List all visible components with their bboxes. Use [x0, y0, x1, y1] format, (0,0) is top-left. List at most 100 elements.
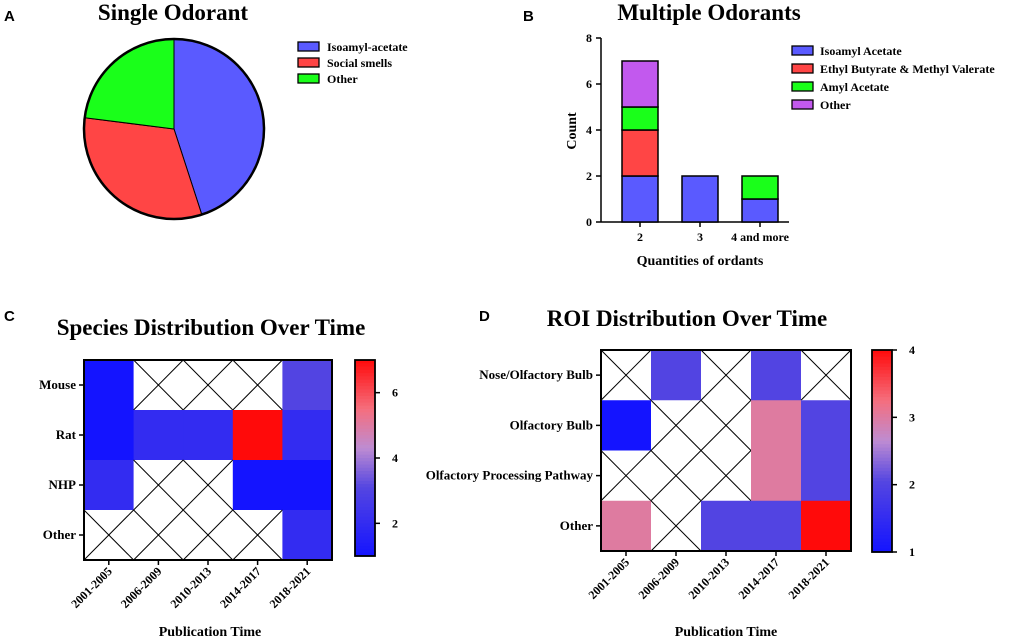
colorbar-segment	[355, 438, 375, 443]
colorbar-segment	[355, 516, 375, 521]
heatmap-cell	[133, 410, 184, 461]
colorbar-frame	[871, 349, 893, 553]
colorbar-segment	[355, 510, 375, 515]
cross-line	[182, 459, 234, 511]
colorbar-segment	[872, 535, 892, 540]
legend-swatch	[791, 45, 814, 56]
colorbar-segment	[872, 504, 892, 509]
legend-label: Other	[820, 98, 851, 112]
colorbar-segment	[872, 376, 892, 381]
colorbar-segment	[355, 507, 375, 511]
colorbar-segment	[355, 395, 375, 400]
heatmap-cell	[282, 510, 333, 561]
colorbar-segment	[355, 435, 375, 439]
colorbar-segment	[872, 488, 892, 492]
col-label: 2006-2009	[635, 555, 682, 602]
colorbar-segment	[872, 373, 892, 378]
colorbar-segment	[355, 536, 375, 541]
colorbar-tick-label: 3	[909, 410, 915, 424]
colorbar-segment	[355, 389, 375, 394]
heatmap-cell	[183, 410, 234, 461]
colorbar-segment	[872, 387, 892, 391]
colorbar-segment	[872, 498, 892, 503]
colorbar-segment	[872, 403, 892, 408]
cross-line	[650, 399, 702, 451]
colorbar-segment	[872, 440, 892, 445]
cross-line	[700, 450, 752, 502]
col-label: 2010-2013	[167, 564, 214, 611]
colorbar-segment	[872, 514, 892, 519]
cross-line	[700, 399, 752, 451]
heatmap-cell	[232, 460, 283, 511]
colorbar-segment	[355, 412, 375, 417]
legend-swatch	[791, 99, 814, 110]
heatmap-cell	[701, 500, 752, 552]
colorbar-segment	[355, 379, 375, 384]
pie-title: Single Odorant	[98, 0, 249, 25]
colorbar-segment	[872, 407, 892, 412]
cross-line	[600, 450, 652, 502]
colorbar-segment	[872, 501, 892, 506]
panel-letter-b: B	[523, 8, 534, 25]
colorbar-segment	[872, 491, 892, 496]
colorbar-tick-label: 2	[909, 478, 915, 492]
colorbar-segment	[872, 363, 892, 368]
heatmap-cell	[751, 500, 802, 552]
legend-label: Other	[327, 72, 358, 86]
colorbar-segment	[872, 397, 892, 402]
y-tick-label: 8	[586, 31, 592, 45]
heatmap-title: Species Distribution Over Time	[57, 315, 366, 340]
colorbar-segment	[355, 376, 375, 381]
col-label: 2018-2021	[267, 564, 314, 611]
cross-line	[133, 509, 184, 561]
bar-segment	[621, 175, 659, 223]
colorbar-segment	[355, 428, 375, 433]
heatmap-cell	[601, 400, 652, 451]
colorbar-segment	[872, 525, 892, 530]
colorbar-segment	[872, 457, 892, 462]
colorbar-segment	[872, 464, 892, 469]
cross-line	[83, 509, 134, 561]
heatmap-cell	[751, 450, 802, 502]
colorbar-segment	[355, 448, 375, 453]
heatmap-cell	[651, 350, 702, 401]
colorbar-segment	[872, 467, 892, 472]
colorbar-segment	[355, 490, 375, 495]
x-axis-title: Publication Time	[159, 625, 262, 640]
colorbar-segment	[355, 458, 375, 462]
colorbar-segment	[355, 474, 375, 479]
panel-letter-a: A	[4, 8, 15, 25]
colorbar-segment	[872, 548, 892, 553]
colorbar-segment	[355, 402, 375, 407]
colorbar-segment	[872, 360, 892, 365]
colorbar-segment	[872, 400, 892, 405]
colorbar-segment	[355, 487, 375, 492]
colorbar-segment	[872, 413, 892, 418]
heatmap-cell	[801, 500, 852, 552]
colorbar-segment	[355, 441, 375, 446]
row-label: Rat	[56, 427, 77, 442]
row-label: Olfactory Processing Pathway	[426, 468, 594, 483]
legend-swatch	[297, 73, 320, 84]
colorbar-segment	[872, 427, 892, 432]
colorbar-segment	[872, 471, 892, 476]
colorbar-segment	[872, 531, 892, 536]
colorbar-segment	[355, 422, 375, 426]
y-axis-title: Count	[565, 112, 580, 150]
colorbar-segment	[355, 369, 375, 374]
x-axis-title: Publication Time	[675, 625, 778, 640]
cross-line	[800, 349, 852, 401]
colorbar-segment	[355, 444, 375, 449]
col-label: 2014-2017	[217, 564, 264, 611]
heatmap-cell	[751, 400, 802, 451]
colorbar-segment	[355, 461, 375, 466]
colorbar-segment	[355, 399, 375, 404]
row-label: Other	[560, 518, 593, 533]
heatmap-cell	[84, 360, 135, 411]
colorbar-segment	[872, 511, 892, 516]
colorbar-segment	[872, 410, 892, 415]
bar-segment	[741, 198, 779, 223]
row-label: Mouse	[39, 377, 76, 392]
bar-segment	[621, 129, 659, 177]
colorbar-segment	[355, 386, 375, 390]
